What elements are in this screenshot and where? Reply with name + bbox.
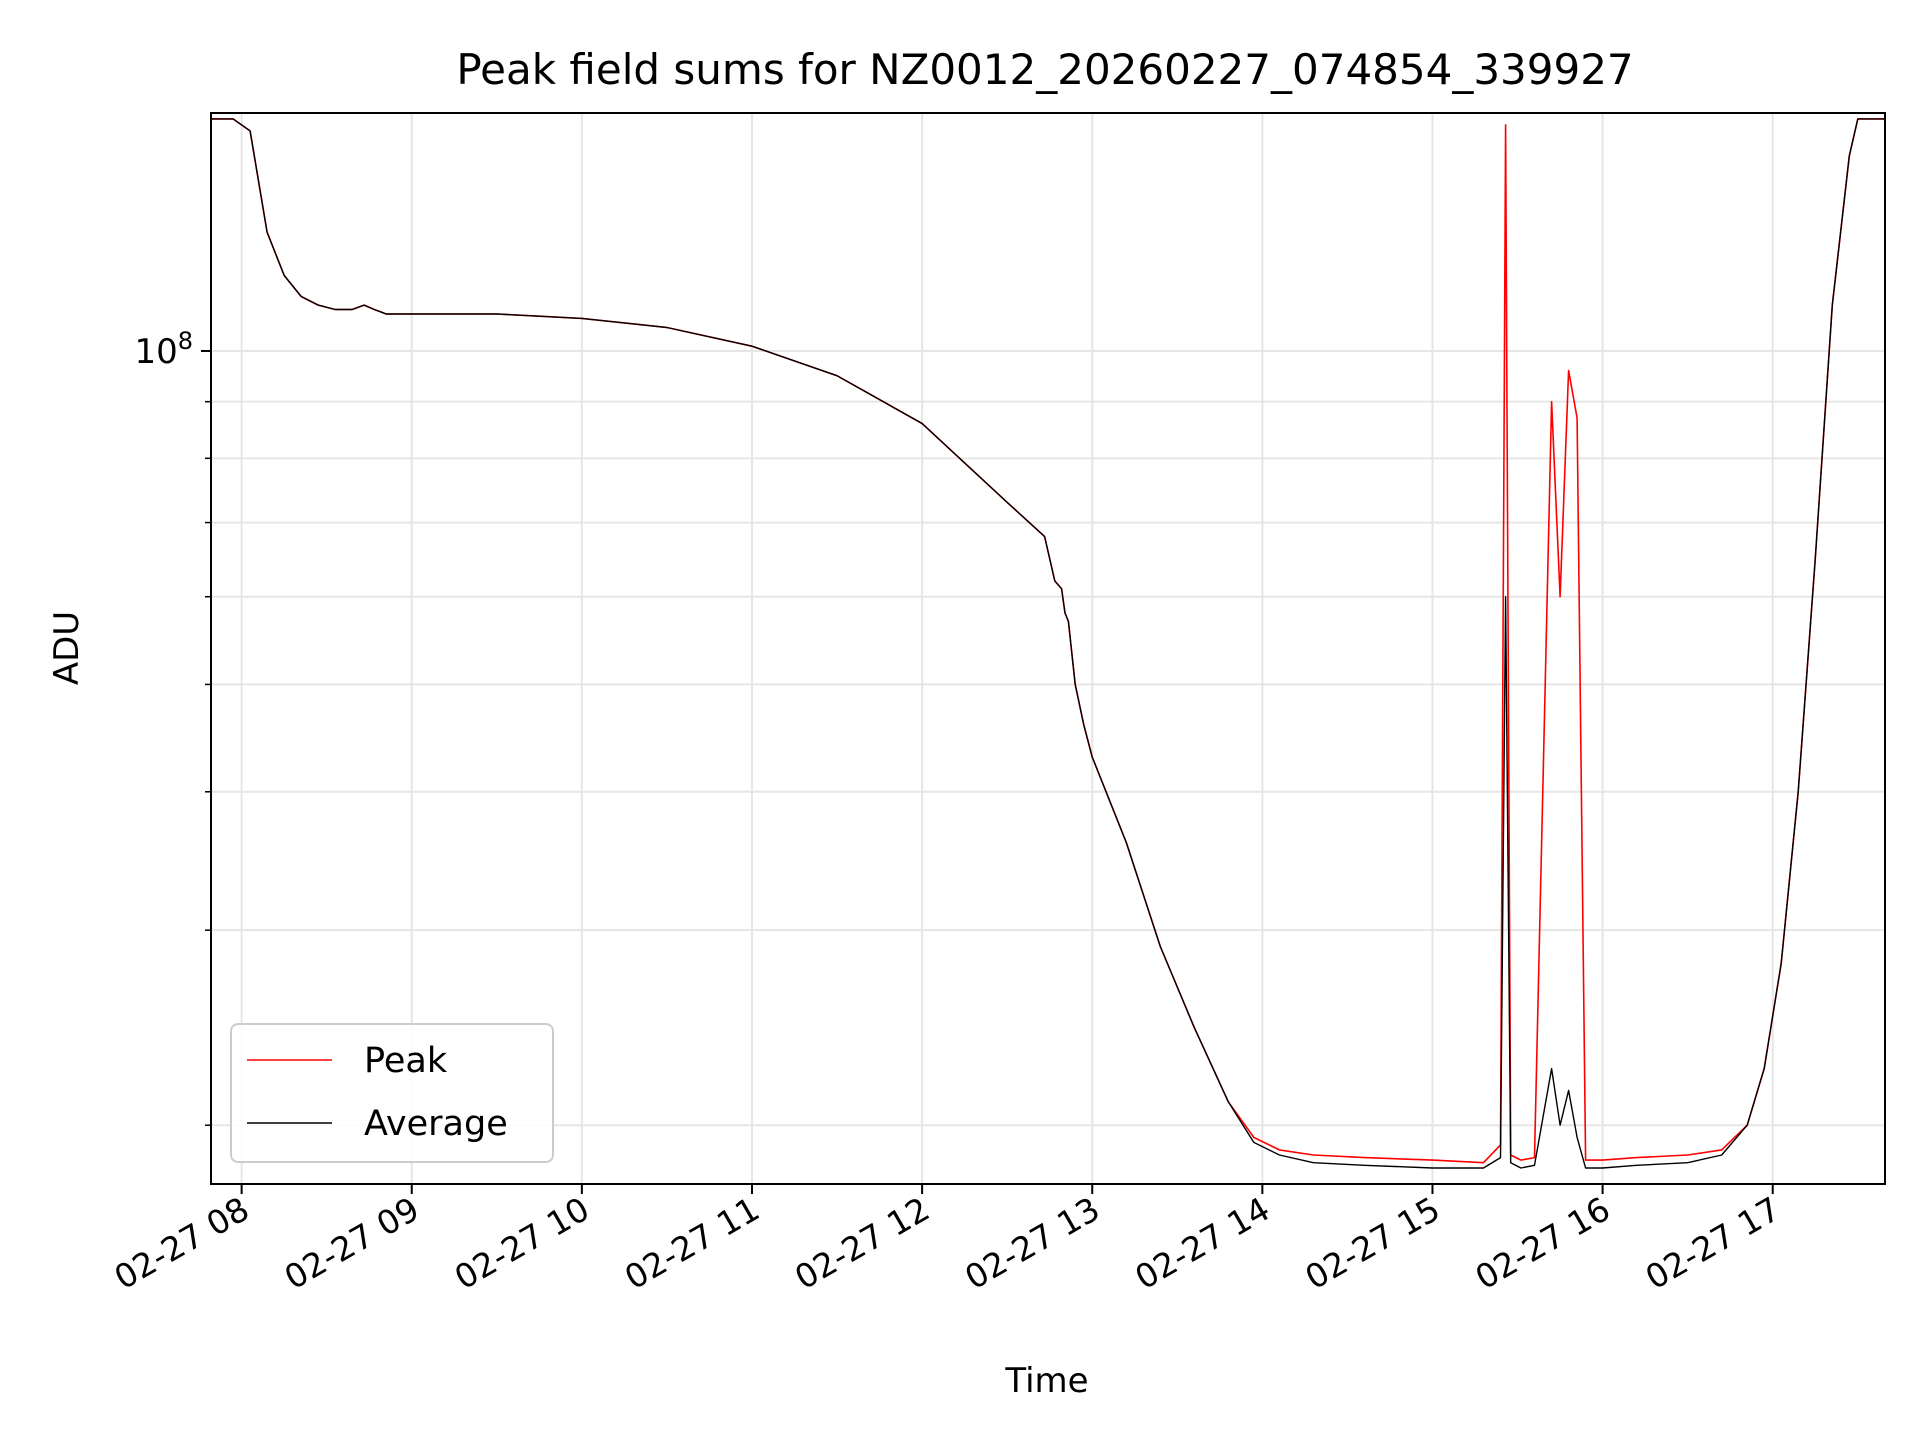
series-layer [211,118,1885,1169]
chart-title: Peak field sums for NZ0012_20260227_0748… [456,45,1633,94]
legend-average-label: Average [364,1104,508,1144]
grid-layer [211,113,1885,1184]
y-tick-label: 108 [134,327,193,372]
legend-peak-label: Peak [364,1041,448,1081]
legend-box [230,1023,554,1163]
series-line-average [211,118,1885,1169]
y-tick-label-base: 10 [134,332,177,372]
x-axis-label: Time [1004,1361,1088,1401]
y-axis-label: ADU [47,611,87,685]
plot-frame [210,112,1886,1185]
y-tick-label-exponent: 8 [178,327,193,355]
legend: Peak Average [230,1023,554,1163]
